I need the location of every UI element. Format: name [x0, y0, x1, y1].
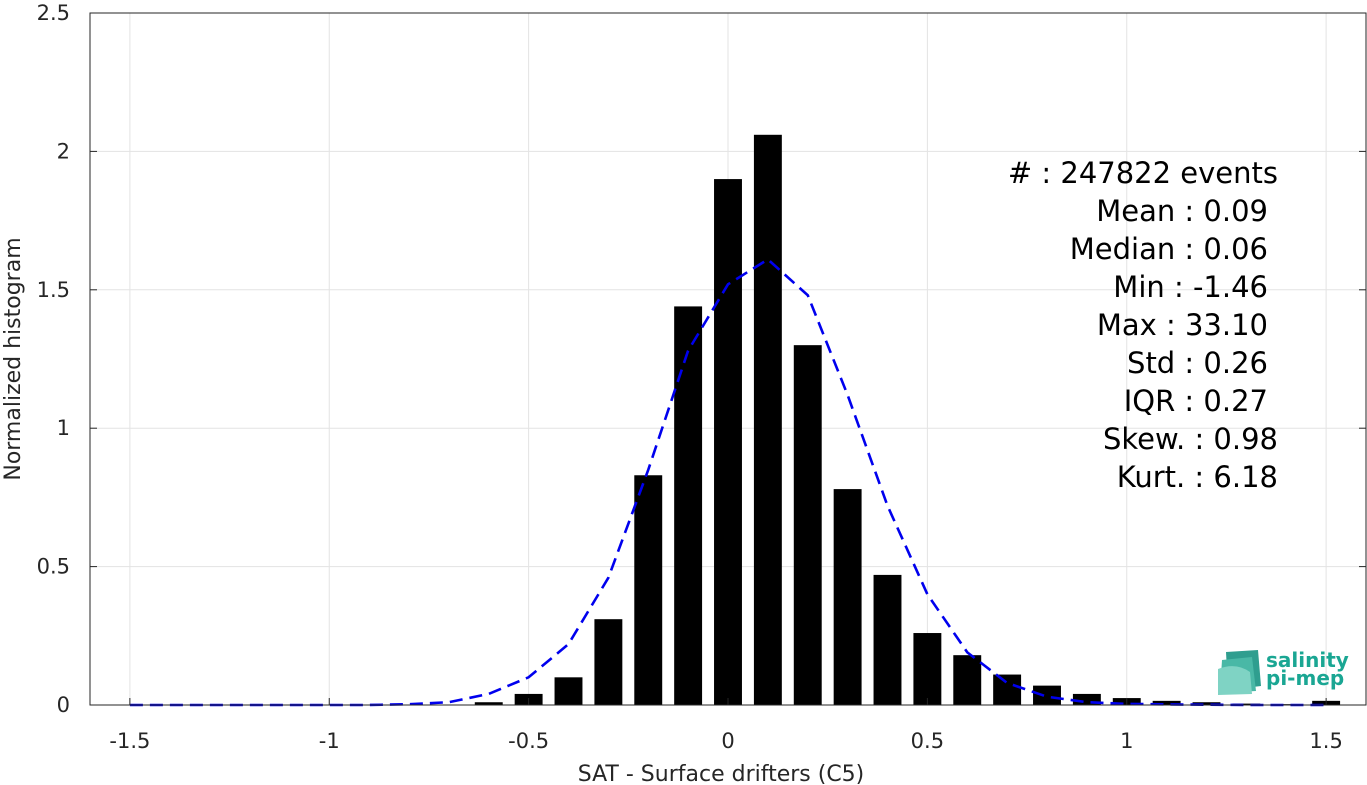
logo-text-salinity: salinity: [1266, 648, 1349, 672]
stat-line: # : 247822 events: [1008, 156, 1278, 190]
histogram-bar: [594, 619, 623, 705]
x-tick-label: 0.5: [911, 729, 944, 753]
x-tick-label: 1.5: [1309, 729, 1342, 753]
histogram-bar: [993, 674, 1022, 705]
histogram-bar: [1232, 703, 1261, 705]
x-tick-label: 1: [1120, 729, 1133, 753]
stat-line: Mean : 0.09: [1096, 194, 1268, 228]
histogram-bar: [753, 134, 782, 706]
y-tick-label: 1: [57, 416, 70, 440]
histogram-bar: [833, 489, 862, 705]
stat-line: IQR : 0.27: [1124, 384, 1268, 418]
y-axis-label: Normalized histogram: [1, 237, 26, 480]
histogram-bar: [674, 306, 703, 705]
stat-line: Max : 33.10: [1097, 308, 1268, 342]
x-tick-label: 0: [721, 729, 734, 753]
axis-ticks: -1.5 -1 -0.5 0 0.5 1 1.5 0 0.5 1 1.5 2 2.5: [37, 1, 1366, 753]
histogram-bar: [873, 574, 902, 705]
stat-line: Skew. : 0.98: [1103, 422, 1278, 456]
x-tick-label: -0.5: [508, 729, 549, 753]
salinity-pi-mep-logo: salinity pi-mep: [1218, 648, 1349, 695]
stat-line: Median : 0.06: [1070, 232, 1268, 266]
histogram-bars: [474, 134, 1341, 706]
stat-line: Std : 0.26: [1127, 346, 1268, 380]
x-tick-label: -1.5: [109, 729, 150, 753]
histogram-bar: [913, 633, 942, 705]
y-tick-label: 2: [57, 139, 70, 163]
y-tick-label: 0: [57, 693, 70, 717]
histogram-bar: [1033, 685, 1061, 705]
histogram-bar: [474, 702, 503, 705]
histogram-bar: [1152, 700, 1181, 705]
stat-line: Min : -1.46: [1113, 270, 1268, 304]
histogram-bar: [953, 655, 982, 705]
histogram-bar: [1072, 693, 1101, 705]
histogram-bar: [714, 179, 742, 705]
histogram-bar: [793, 345, 822, 705]
y-tick-label: 2.5: [37, 1, 70, 25]
stats-annotation: # : 247822 events Mean : 0.09 Median : 0.0…: [1008, 156, 1278, 494]
histogram-bar: [634, 475, 663, 705]
histogram-bar: [1192, 702, 1221, 705]
y-tick-label: 1.5: [37, 278, 70, 302]
logo-wave-icon: [1218, 650, 1261, 695]
stat-line: Kurt. : 6.18: [1117, 460, 1278, 494]
y-tick-label: 0.5: [37, 555, 70, 579]
histogram-bar: [554, 677, 583, 705]
x-tick-label: -1: [319, 729, 340, 753]
gaussian-fit-curve: [129, 257, 1327, 707]
x-axis-label: SAT - Surface drifters (C5): [578, 762, 865, 785]
logo-text-pi-mep: pi-mep: [1266, 666, 1344, 690]
